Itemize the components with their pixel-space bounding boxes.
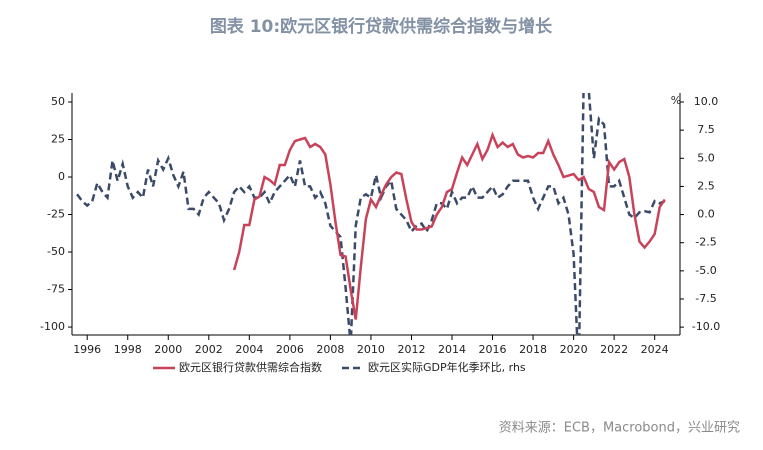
x-tick-label: 2012 [397, 343, 425, 356]
x-tick-label: 1998 [114, 343, 142, 356]
y2-tick-label: 2.5 [697, 179, 715, 192]
legend-label: 欧元区实际GDP年化季环比, rhs [368, 360, 526, 374]
y2-tick-label: -5.0 [695, 264, 716, 277]
legend-label: 欧元区银行贷款供需综合指数 [179, 360, 322, 374]
x-tick-label: 2002 [195, 343, 223, 356]
y-tick-label: 25 [51, 133, 65, 146]
x-tick-label: 2020 [560, 343, 588, 356]
y-tick-label: 0 [58, 170, 65, 183]
x-tick-label: 2010 [357, 343, 385, 356]
source: 资料来源：ECB，Macrobond，兴业研究 [499, 421, 740, 436]
y2-tick-label: 7.5 [697, 123, 715, 136]
y-tick-label: -75 [47, 283, 65, 296]
x-tick-label: 2008 [316, 343, 344, 356]
y2-tick-label: -2.5 [695, 236, 716, 249]
x-tick-label: 2016 [479, 343, 507, 356]
y2-axis-label: % [671, 94, 681, 107]
series-line [76, 93, 666, 335]
plot-area [76, 93, 666, 335]
y-tick-label: -25 [47, 208, 65, 221]
x-tick-label: 2024 [641, 343, 669, 356]
x-tick-label: 1996 [73, 343, 101, 356]
y2-tick-label: 10.0 [694, 95, 719, 108]
x-tick-label: 2006 [276, 343, 304, 356]
x-tick-label: 2022 [600, 343, 628, 356]
y2-tick-label: -7.5 [695, 292, 716, 305]
y2-tick-label: -10.0 [692, 320, 720, 333]
x-tick-label: 2004 [235, 343, 263, 356]
x-tick-label: 2018 [519, 343, 547, 356]
y-tick-label: -100 [40, 320, 65, 333]
x-tick-label: 2000 [154, 343, 182, 356]
x-tick-label: 2014 [438, 343, 466, 356]
y-tick-label: -50 [47, 245, 65, 258]
y2-tick-label: 0.0 [697, 208, 715, 221]
chart-title: 图表 10:欧元区银行贷款供需综合指数与增长 [210, 16, 553, 37]
series-line [232, 131, 666, 320]
y-tick-label: 50 [51, 95, 65, 108]
y2-tick-label: 5.0 [697, 151, 715, 164]
